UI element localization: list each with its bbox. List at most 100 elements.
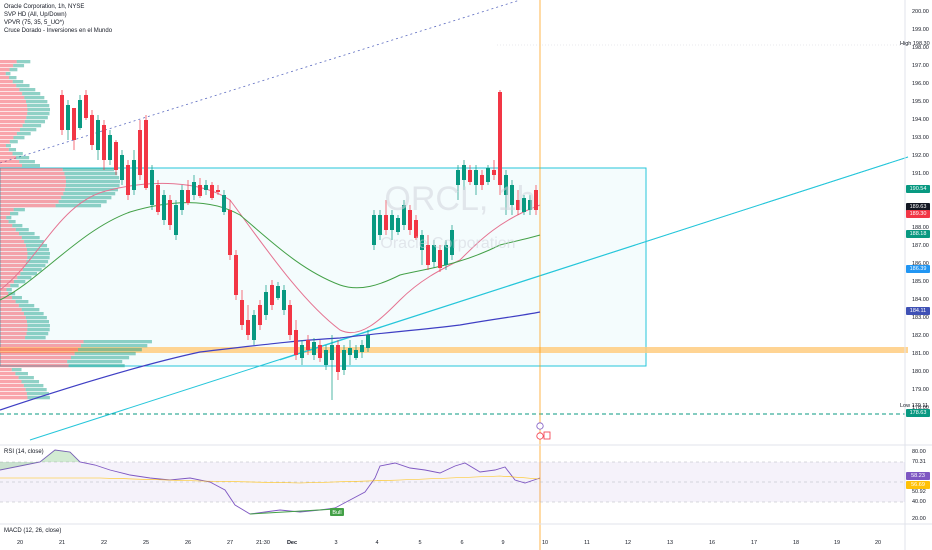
candle-body [228, 210, 232, 255]
volume-profile-sell-bar [0, 236, 22, 240]
volume-profile-sell-bar [0, 324, 28, 328]
volume-profile-sell-bar [0, 392, 27, 396]
rsi-legend[interactable]: RSI (14, close) [4, 449, 44, 455]
time-tick: 3 [334, 540, 338, 546]
volume-profile-buy-bar [62, 168, 115, 172]
price-tick: 184.00 [912, 297, 929, 303]
volume-profile-buy-bar [15, 300, 29, 304]
price-pane[interactable] [0, 0, 905, 445]
volume-profile-sell-bar [0, 156, 17, 160]
volume-profile-buy-bar [61, 196, 112, 200]
rsi-tick: 70.31 [912, 459, 926, 465]
candle-body [204, 185, 208, 190]
watermark-name: Oracle Corporation [380, 235, 515, 252]
rsi-label: 58.23 [906, 472, 930, 480]
volume-profile-buy-bar [22, 92, 41, 96]
rsi-overbought-fill [0, 450, 80, 470]
volume-profile-sell-bar [0, 196, 62, 200]
volume-profile-sell-bar [0, 348, 79, 352]
candle-body [348, 348, 352, 355]
low-value: 179.11 [911, 403, 929, 409]
volume-profile-buy-bar [25, 244, 48, 248]
dashed-trend-line[interactable] [0, 0, 521, 164]
cruce-legend[interactable]: Cruce Dorado - Inversiones en el Mundo [4, 28, 113, 34]
candlesticks [60, 90, 538, 400]
candle-body [138, 130, 142, 175]
candle-body [372, 215, 376, 245]
chart-title[interactable]: Oracle Corporation, 1h, NYSE [4, 4, 85, 10]
volume-profile-buy-bar [15, 228, 29, 232]
volume-profile-sell-bar [0, 304, 19, 308]
price-tick: 191.00 [912, 171, 929, 177]
dividend-icon[interactable] [536, 432, 544, 440]
candle-body [450, 230, 454, 255]
volume-profile-sell-bar [0, 276, 18, 280]
cyan-box-zone[interactable] [0, 167, 647, 367]
price-tick: 198.00 [912, 45, 929, 51]
volume-profile-sell-bar [0, 120, 25, 124]
volume-profile-buy-bar [27, 108, 50, 112]
volume-profile-buy-bar [24, 120, 46, 124]
price-label: 178.63 [906, 409, 930, 417]
price-tick: 194.00 [912, 117, 929, 123]
candle-body [156, 185, 160, 212]
volume-profile-sell-bar [0, 168, 63, 172]
candle-body [402, 205, 406, 225]
volume-profile-sell-bar [0, 152, 13, 156]
candle-body [78, 100, 82, 128]
volume-profile-sell-bar [0, 224, 13, 228]
volume-profile-sell-bar [0, 316, 26, 320]
candle-body [198, 185, 202, 196]
volume-profile-buy-bar [15, 372, 28, 376]
upper-trend-line[interactable] [279, 156, 909, 361]
volume-profile-sell-bar [0, 188, 65, 192]
volume-profile-sell-bar [0, 328, 28, 332]
time-tick: 22 [100, 540, 108, 546]
time-tick: 20 [16, 540, 24, 546]
svp-legend[interactable]: SVP HD (All, Up/Down) [4, 12, 67, 18]
volume-profile-buy-bar [10, 212, 19, 216]
bull-badge [330, 508, 344, 516]
candle-body [312, 342, 316, 355]
time-tick: 11 [584, 540, 590, 546]
volume-profile-buy-bar [27, 324, 50, 328]
volume-profile-sell-bar [0, 336, 26, 340]
macd-legend[interactable]: MACD (12, 26, close) [4, 528, 62, 534]
volume-profile-buy-bar [26, 392, 49, 396]
volume-profile-buy-bar [12, 80, 24, 84]
candle-body [120, 155, 124, 180]
price-tick: 195.00 [912, 99, 929, 105]
volume-profile-buy-bar [21, 236, 40, 240]
volume-profile-sell-bar [0, 60, 17, 64]
volume-profile-buy-bar [27, 256, 50, 260]
price-tick: 181.00 [912, 351, 929, 357]
volume-profile-buy-bar [9, 68, 18, 72]
candle-body [276, 286, 280, 298]
candle-body [186, 190, 190, 203]
candle-body [90, 115, 94, 145]
price-label: 186.39 [906, 265, 930, 273]
volume-profile-sell-bar [0, 396, 28, 400]
volume-profile-buy-bar [23, 384, 44, 388]
earnings-icon[interactable] [543, 431, 551, 440]
volume-profile-buy-bar [25, 388, 47, 392]
candle-body [318, 345, 322, 358]
volume-profile-sell-bar [0, 376, 19, 380]
volume-profile-buy-bar [24, 240, 44, 244]
candle-body [288, 305, 292, 335]
volume-profile-buy-bar [26, 116, 48, 120]
price-tick: 200.00 [912, 9, 929, 15]
watermark-symbol: ORCL, 1h [384, 180, 535, 218]
vpvr-legend[interactable]: VPVR (75, 35, 5_UO*) [4, 20, 65, 26]
candle-body [102, 125, 106, 160]
price-tick: 183.00 [912, 315, 929, 321]
volume-profile-sell-bar [0, 148, 9, 152]
candle-body [486, 168, 490, 182]
orange-support-zone[interactable] [0, 347, 908, 353]
high-value: 198.30 [912, 41, 930, 47]
price-tick: 192.00 [912, 153, 929, 159]
event-icon[interactable] [536, 422, 544, 430]
volume-profile-sell-bar [0, 220, 9, 224]
price-tick: 186.00 [912, 261, 929, 267]
